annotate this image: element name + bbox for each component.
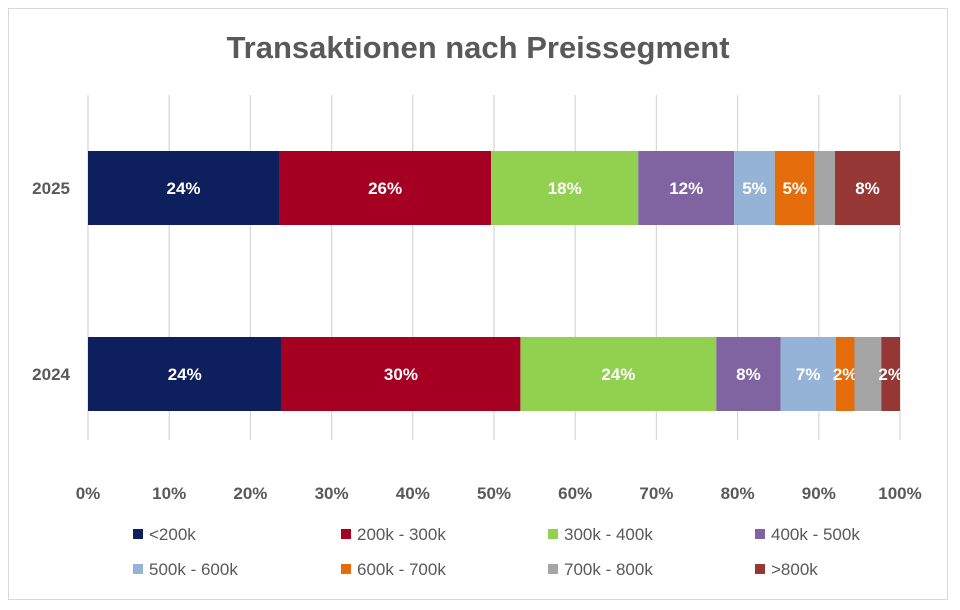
data-label: 18% (548, 179, 582, 198)
legend-swatch (341, 564, 351, 574)
bar-segment (281, 337, 521, 411)
y-tick-label: 2025 (32, 179, 70, 198)
legend-label: 500k - 600k (149, 560, 238, 579)
x-tick-label: 100% (878, 484, 921, 503)
chart-frame (8, 8, 948, 600)
data-label: 5% (742, 179, 767, 198)
data-label: 24% (168, 365, 202, 384)
bar-segment (774, 151, 815, 225)
legend-label: 700k - 800k (564, 560, 653, 579)
legend-swatch (341, 529, 351, 539)
x-tick-label: 40% (396, 484, 430, 503)
data-label: 26% (368, 179, 402, 198)
data-label: 7% (796, 365, 821, 384)
bar-segment (520, 337, 717, 411)
legend-label: 300k - 400k (564, 525, 653, 544)
bar-segment (881, 337, 900, 411)
x-tick-label: 90% (802, 484, 836, 503)
data-label: 24% (166, 179, 200, 198)
x-tick-label: 80% (721, 484, 755, 503)
x-tick-label: 0% (76, 484, 101, 503)
legend-swatch (133, 529, 143, 539)
data-label: 8% (855, 179, 880, 198)
legend-swatch (133, 564, 143, 574)
legend-label: 400k - 500k (771, 525, 860, 544)
bar-segment (835, 337, 855, 411)
data-label: 5% (782, 179, 807, 198)
legend-label: 600k - 700k (357, 560, 446, 579)
data-label: 30% (384, 365, 418, 384)
data-label: 24% (601, 365, 635, 384)
x-tick-label: 30% (315, 484, 349, 503)
bar-segment (854, 337, 882, 411)
legend-swatch (755, 529, 765, 539)
bar-segment (638, 151, 735, 225)
legend-label: <200k (149, 525, 196, 544)
legend-label: >800k (771, 560, 818, 579)
x-tick-label: 10% (152, 484, 186, 503)
bar-segment (814, 151, 835, 225)
legend-swatch (548, 529, 558, 539)
x-tick-label: 50% (477, 484, 511, 503)
x-tick-label: 60% (558, 484, 592, 503)
bar-segment (834, 151, 900, 225)
legend-swatch (755, 564, 765, 574)
legend-swatch (548, 564, 558, 574)
bar-segment (716, 337, 781, 411)
legend-label: 200k - 300k (357, 525, 446, 544)
x-tick-label: 20% (233, 484, 267, 503)
bar-segment (491, 151, 639, 225)
bar-segment (279, 151, 492, 225)
data-label: 12% (669, 179, 703, 198)
bar-segment (734, 151, 775, 225)
bar-segment (88, 337, 282, 411)
data-label: 2% (878, 365, 903, 384)
x-tick-label: 70% (639, 484, 673, 503)
data-label: 2% (833, 365, 858, 384)
y-tick-label: 2024 (32, 365, 70, 384)
chart-title: Transaktionen nach Preissegment (226, 30, 729, 65)
data-label: 8% (736, 365, 761, 384)
bar-segment (88, 151, 280, 225)
bar-segment (780, 337, 836, 411)
